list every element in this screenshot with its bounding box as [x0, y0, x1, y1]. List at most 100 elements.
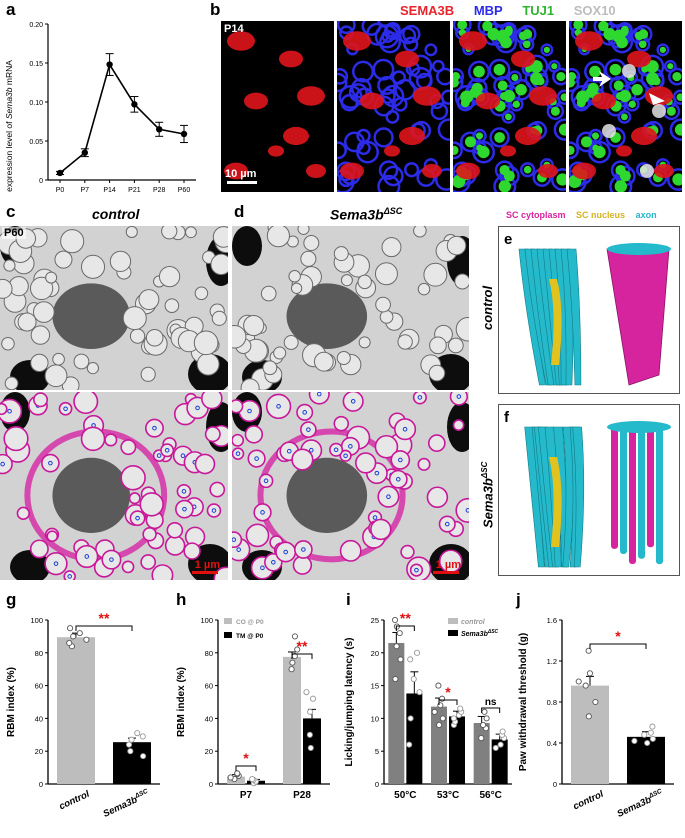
sox10-nucleus [640, 164, 654, 178]
unmyelinated-axon [447, 337, 464, 354]
mbp-ring [378, 31, 402, 54]
chart-i-datapoint [483, 715, 490, 722]
unmyelinated-axon [429, 336, 447, 355]
fluorescence-tile-mbp [337, 21, 450, 192]
axon-marker [402, 426, 408, 432]
axon-marker [286, 448, 292, 454]
chart-a-ytick-label: 0 [39, 178, 43, 185]
tuj1-axon [603, 28, 616, 41]
unmyelinated-axon [417, 457, 431, 471]
unmyelinated-axon [438, 515, 456, 533]
mbp-ring [437, 118, 450, 141]
unmyelinated-axon [329, 442, 344, 457]
schwann-cell-nucleus [52, 457, 130, 533]
unmyelinated-axon [63, 570, 76, 580]
tuj1-axon [646, 72, 659, 86]
tuj1-axon [473, 65, 485, 78]
axon-marker [182, 506, 187, 512]
unmyelinated-axon [73, 353, 90, 370]
sema3b-signal [500, 145, 516, 157]
unmyelinated-axon [210, 253, 228, 276]
sema3b-signal [529, 86, 557, 106]
mbp-ring [547, 59, 561, 73]
tuj1-axon [598, 21, 609, 32]
unmyelinated-axon [33, 392, 49, 408]
chart-h-datapoint [307, 744, 314, 751]
chart-j-xtick-label: control [571, 789, 605, 813]
tuj1-axon [498, 180, 511, 192]
scale-label-b: 10 µm [225, 168, 257, 180]
sc-cytoplasm-reconstruction [629, 427, 636, 565]
mbp-ring [344, 131, 365, 153]
sema3b-signal [575, 31, 603, 51]
chart-h-legend-label: TM @ P0 [236, 633, 264, 640]
unmyelinated-axon [446, 235, 467, 256]
schwann-cell-nucleus [286, 457, 368, 533]
chart-g-datapoint [140, 753, 147, 760]
panel-f-frame [498, 404, 680, 576]
tuj1-axon [494, 132, 505, 143]
chart-g-datapoint [67, 625, 74, 632]
unmyelinated-axon [104, 433, 118, 447]
panel-e-side-label: control [480, 285, 495, 330]
tuj1-axon [672, 71, 682, 82]
sema3b-signal [654, 164, 674, 178]
axon-marker [301, 547, 306, 552]
unmyelinated-axon [160, 443, 175, 458]
unmyelinated-axon [454, 273, 469, 290]
tuj1-axon [635, 31, 644, 41]
panel-letter-c: c [6, 202, 16, 221]
mbp-ring [494, 160, 515, 180]
unmyelinated-axon [164, 535, 186, 556]
axon-marker [164, 447, 170, 453]
channel-label-mbp: MBP [473, 3, 503, 18]
channel-label-sema3b: SEMA3B [400, 3, 455, 18]
chart-h-ytick-label: 60 [205, 682, 213, 691]
axon-marker [316, 392, 322, 397]
mbp-ring [669, 118, 682, 141]
unmyelinated-axon [370, 518, 392, 541]
chart-i-bar [406, 693, 423, 784]
chart-i-datapoint [396, 630, 403, 637]
reconstruction-top [607, 243, 671, 255]
em-sema3b-annotated: 1 µm [232, 392, 469, 580]
unmyelinated-axon [417, 282, 431, 296]
chart-h-datapoint [288, 666, 295, 673]
sema3b-signal [511, 50, 535, 68]
mbp-ring [337, 141, 347, 160]
mbp-ring [519, 162, 536, 178]
nucleus-reconstruction [549, 279, 562, 365]
mbp-ring [431, 59, 445, 73]
tuj1-axon [659, 46, 666, 53]
chart-h-significance: ** [297, 638, 308, 654]
chart-h-datapoint [227, 774, 234, 781]
unmyelinated-axon [0, 402, 8, 416]
unmyelinated-axon [452, 419, 465, 431]
tuj1-axon [631, 83, 643, 96]
axon-marker [260, 565, 265, 571]
unmyelinated-axon [342, 392, 364, 412]
unmyelinated-axon [206, 503, 222, 518]
unmyelinated-axon [166, 521, 184, 539]
mbp-ring [430, 102, 449, 121]
panel-letter-a: a [6, 0, 16, 19]
mbp-ring [668, 67, 682, 86]
chart-i-datapoint [393, 643, 400, 650]
unmyelinated-axon [244, 425, 264, 444]
chart-j-datapoint [585, 647, 592, 654]
chart-h-datapoint [303, 689, 310, 696]
axon-marker [414, 567, 419, 573]
scale-label-d: 1 µm [435, 559, 461, 571]
unmyelinated-axon [140, 366, 156, 382]
chart-j-ylabel: Paw withdrawal threshold (g) [518, 633, 529, 771]
chart-j-datapoint [647, 729, 654, 736]
chart-h-datapoint [289, 659, 296, 666]
panel-letter-h: h [176, 590, 187, 609]
unmyelinated-axon [0, 453, 13, 475]
tuj1-axon [522, 40, 531, 49]
panel-c-title: control [92, 206, 140, 222]
axon-marker [395, 476, 401, 482]
chart-j-ytick-label: 0 [553, 780, 557, 789]
chart-i-datapoint [416, 689, 423, 696]
legend-ef: SC cytoplasm SC nucleus axon [506, 210, 657, 220]
